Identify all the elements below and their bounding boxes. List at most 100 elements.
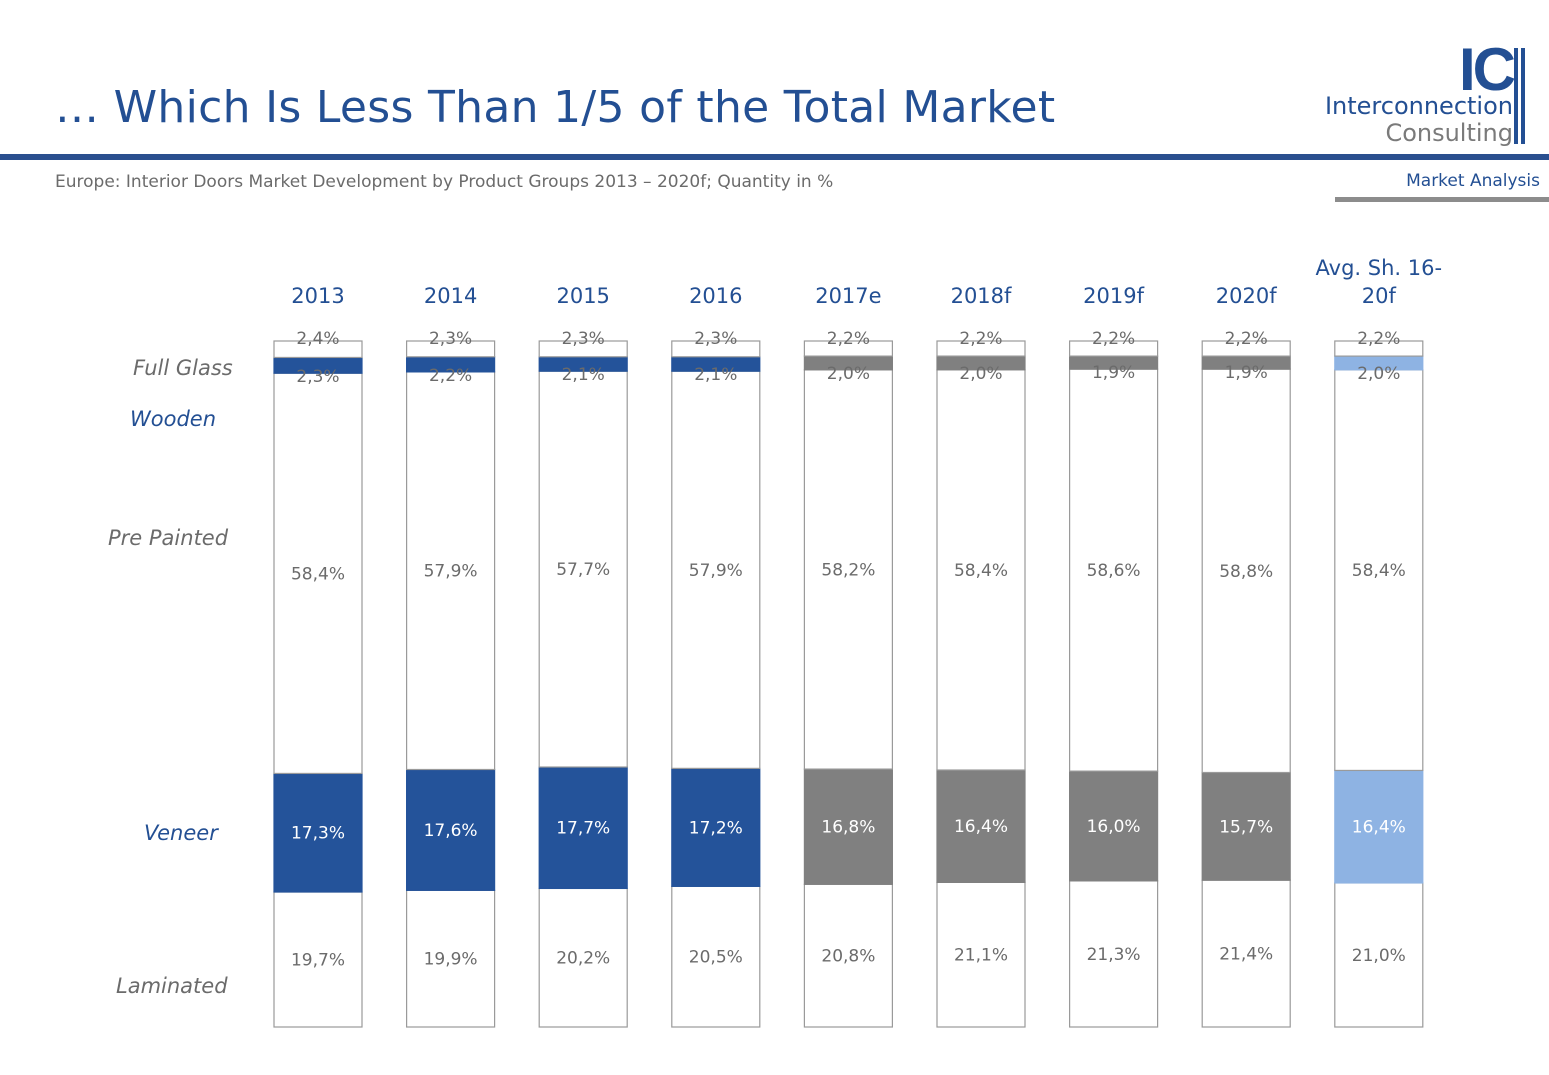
data-label-pre-painted: 58,4%: [954, 561, 1008, 581]
bar-segment-pre-painted: [936, 369, 1026, 771]
bar-segment-veneer: [936, 769, 1026, 883]
chart-subtitle: Europe: Interior Doors Market Developmen…: [55, 172, 834, 192]
data-label-pre-painted: 58,4%: [1352, 561, 1406, 581]
column-header: 2016: [689, 284, 742, 308]
column-header: 2019f: [1083, 284, 1144, 308]
data-label-wooden: 1,9%: [1092, 363, 1135, 383]
bar-segment-pre-painted: [671, 370, 761, 769]
data-label-wooden: 1,9%: [1225, 363, 1268, 383]
bar-segment-pre-painted: [273, 372, 363, 775]
row-label-wooden: Wooden: [130, 407, 217, 431]
data-label-wooden: 2,0%: [827, 364, 870, 384]
bar-segment-veneer: [1334, 769, 1424, 884]
row-label-pre-painted: Pre Painted: [108, 526, 229, 550]
bar-segment-veneer: [803, 768, 894, 885]
data-label-laminated: 19,7%: [291, 950, 345, 970]
data-label-pre-painted: 58,2%: [821, 560, 875, 580]
header-divider: [0, 154, 1549, 160]
page-title: … Which Is Less Than 1/5 of the Total Ma…: [55, 82, 1056, 133]
bar-segment-full-glass: [538, 340, 628, 358]
data-label-full-glass: 2,2%: [959, 329, 1002, 349]
logo-letters: IC: [1459, 36, 1516, 103]
bar-segment-full-glass: [936, 340, 1026, 357]
logo-bar-left: [1514, 48, 1518, 144]
data-label-laminated: 20,8%: [821, 947, 875, 967]
bar-segment-full-glass: [1201, 340, 1291, 357]
data-label-laminated: 19,9%: [424, 950, 478, 970]
data-label-full-glass: 2,3%: [562, 329, 605, 349]
bar-segment-veneer: [1068, 770, 1159, 882]
data-label-wooden: 2,3%: [296, 367, 339, 387]
logo-line-1: Interconnection: [1324, 92, 1513, 120]
data-label-pre-painted: 58,8%: [1219, 562, 1273, 582]
column-header: 2015: [556, 284, 609, 308]
data-label-veneer: 16,4%: [954, 817, 1008, 837]
row-label-veneer: Veneer: [144, 821, 218, 845]
data-label-wooden: 2,0%: [959, 364, 1002, 384]
data-label-laminated: 20,2%: [556, 949, 610, 969]
data-label-full-glass: 2,2%: [1357, 329, 1400, 349]
data-label-veneer: 17,7%: [556, 819, 610, 839]
data-label-pre-painted: 57,9%: [424, 562, 478, 582]
bar-segment-pre-painted: [1068, 368, 1159, 772]
column-header: Avg. Sh. 16-20f: [1316, 256, 1443, 308]
data-label-laminated: 21,4%: [1219, 945, 1273, 965]
data-label-wooden: 2,1%: [694, 365, 737, 385]
bar-segment-laminated: [803, 883, 894, 1028]
data-label-wooden: 2,1%: [562, 365, 605, 385]
data-label-veneer: 17,6%: [424, 821, 478, 841]
bar-segment-veneer: [406, 768, 496, 891]
section-underline: [1335, 197, 1549, 202]
data-label-full-glass: 2,4%: [296, 329, 339, 349]
bar-segment-full-glass: [273, 340, 363, 359]
row-label-full-glass: Full Glass: [133, 356, 233, 380]
column-header: 2020f: [1216, 284, 1277, 308]
logo-line-2: Consulting: [1385, 119, 1513, 147]
data-label-laminated: 21,1%: [954, 946, 1008, 966]
data-label-veneer: 16,0%: [1087, 817, 1141, 837]
bar-segment-pre-painted: [538, 370, 628, 768]
bar-segment-pre-painted: [1201, 368, 1291, 774]
column-header: 2018f: [951, 284, 1012, 308]
column-header: 2013: [291, 284, 344, 308]
bar-segment-full-glass: [1068, 340, 1159, 357]
data-label-full-glass: 2,3%: [429, 329, 472, 349]
bar-segment-laminated: [538, 887, 628, 1028]
bar-segment-full-glass: [671, 340, 761, 358]
column-header: 2014: [424, 284, 477, 308]
section-label: Market Analysis: [1406, 171, 1540, 191]
bar-segment-laminated: [406, 889, 496, 1028]
bar-segment-laminated: [273, 891, 363, 1028]
bar-segment-veneer: [671, 767, 761, 887]
data-label-veneer: 17,2%: [689, 818, 743, 838]
bar-segment-full-glass: [406, 340, 496, 358]
data-label-veneer: 16,4%: [1352, 818, 1406, 838]
data-label-wooden: 2,2%: [429, 366, 472, 386]
bar-segment-veneer: [1201, 771, 1291, 881]
logo-bar-right: [1521, 48, 1525, 144]
data-label-veneer: 16,8%: [821, 818, 875, 838]
bar-segment-pre-painted: [1334, 369, 1424, 772]
bar-segment-full-glass: [803, 340, 894, 357]
data-label-wooden: 2,0%: [1357, 364, 1400, 384]
data-label-veneer: 15,7%: [1219, 817, 1273, 837]
column-header: 2017e: [815, 284, 881, 308]
bar-segment-full-glass: [1334, 340, 1424, 357]
row-label-laminated: Laminated: [116, 974, 228, 998]
company-logo: IC Interconnection Consulting: [1325, 40, 1547, 152]
bar-segment-veneer: [538, 766, 628, 890]
data-label-pre-painted: 58,6%: [1087, 561, 1141, 581]
bar-segment-laminated: [671, 885, 761, 1028]
bar-segment-pre-painted: [803, 369, 894, 770]
bar-segment-veneer: [273, 772, 363, 893]
data-label-pre-painted: 57,7%: [556, 560, 610, 580]
data-label-pre-painted: 57,9%: [689, 561, 743, 581]
data-label-full-glass: 2,2%: [1092, 329, 1135, 349]
data-label-full-glass: 2,2%: [827, 329, 870, 349]
data-label-laminated: 21,0%: [1352, 946, 1406, 966]
data-label-full-glass: 2,2%: [1225, 329, 1268, 349]
data-label-veneer: 17,3%: [291, 824, 345, 844]
data-label-laminated: 21,3%: [1087, 945, 1141, 965]
bar-segment-laminated: [1068, 880, 1159, 1028]
